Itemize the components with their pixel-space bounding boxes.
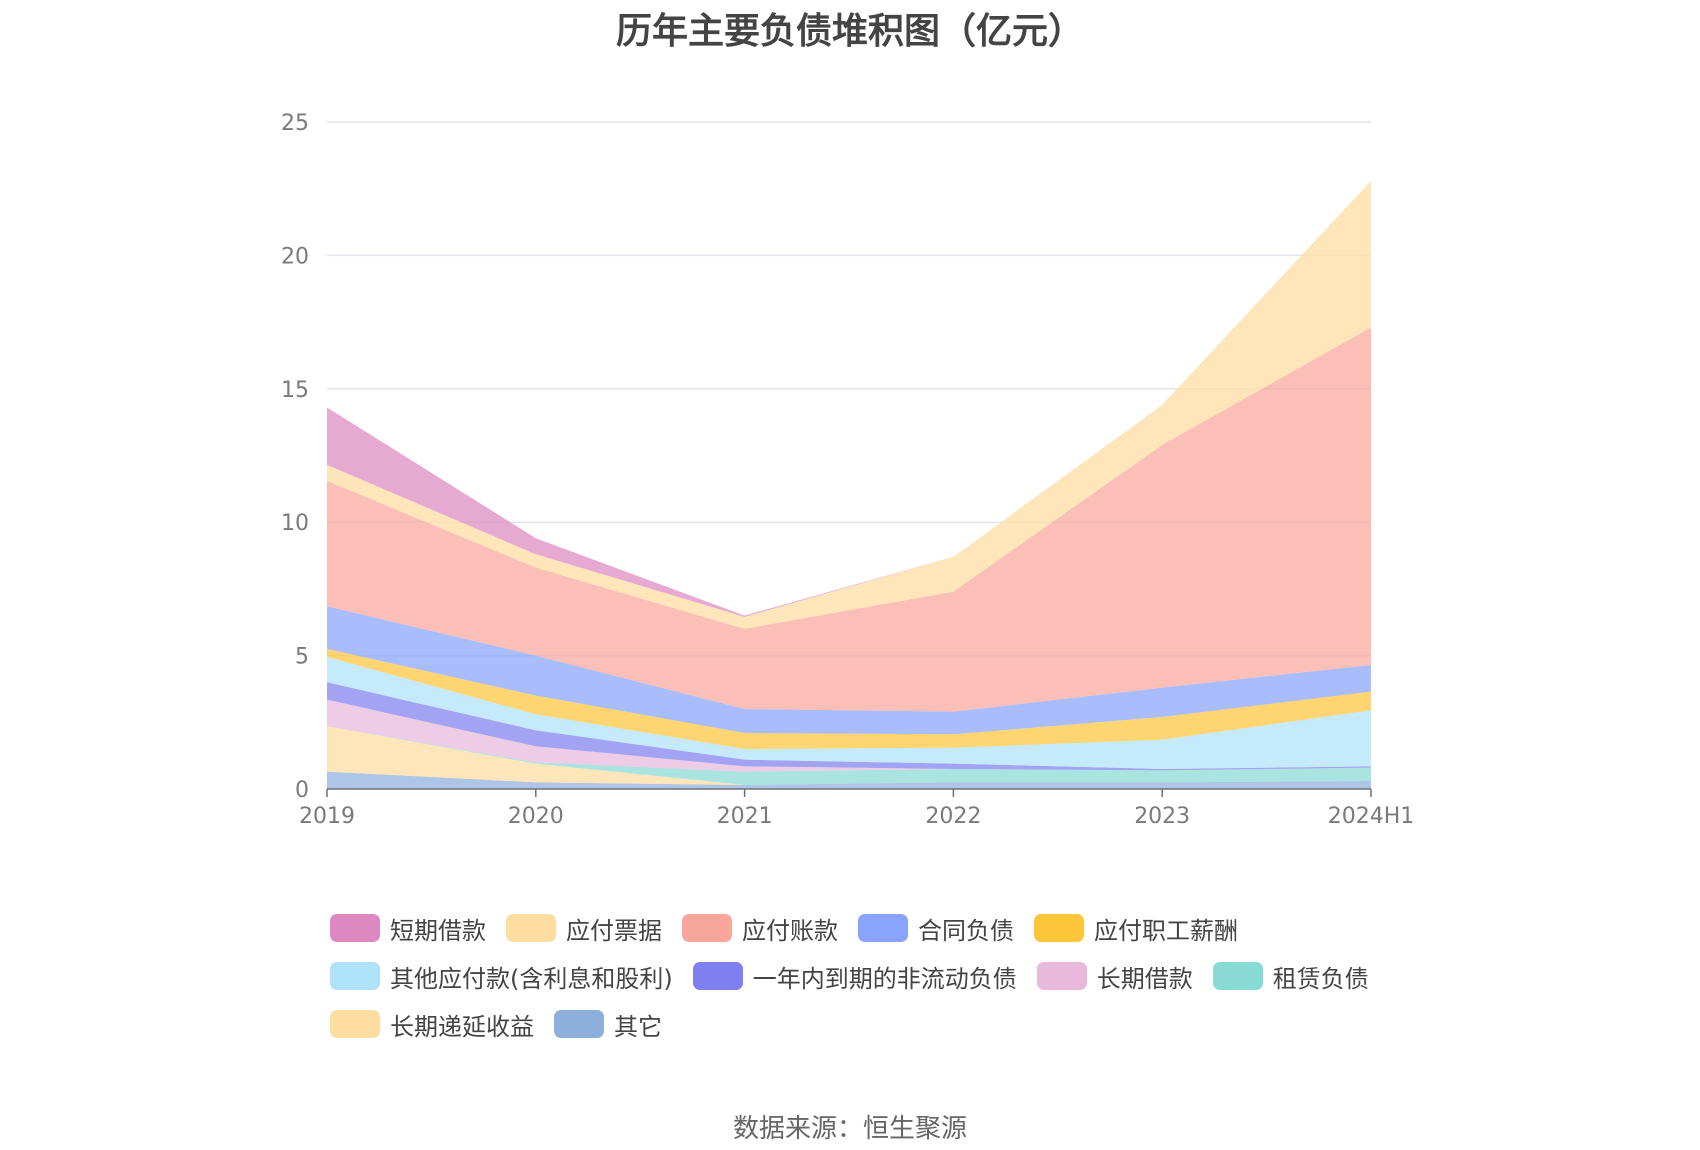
x-tick-label: 2019	[299, 804, 355, 829]
legend-swatch	[330, 914, 380, 942]
area-series	[327, 327, 1371, 712]
legend-label: 短期借款	[390, 916, 486, 945]
legend-label: 其它	[614, 1012, 662, 1041]
legend-swatch	[1036, 962, 1087, 990]
area-series	[327, 682, 1371, 771]
legend-swatch	[1034, 914, 1084, 942]
x-tick-label: 2024H1	[1328, 804, 1415, 829]
x-tick-label: 2022	[925, 804, 981, 829]
y-tick-label: 5	[295, 645, 309, 670]
legend-item[interactable]: 租赁负债	[1212, 959, 1369, 994]
legend-row: 其他应付款(含利息和股利) 一年内到期的非流动负债 长期借款 租赁负债	[330, 952, 1450, 1000]
area-series	[327, 726, 1371, 785]
legend-item[interactable]: 合同负债	[858, 911, 1014, 946]
area-series	[327, 648, 1371, 749]
y-tick-label: 0	[295, 778, 309, 803]
legend-item[interactable]: 应付职工薪酬	[1034, 911, 1238, 946]
legend: 短期借款 应付票据 应付账款 合同负债 应付职工薪酬其他应付款(含利息和股利) 一年内到期…	[330, 904, 1450, 1048]
legend-item[interactable]: 一年内到期的非流动负债	[692, 959, 1017, 994]
area-series	[327, 699, 1371, 772]
legend-swatch	[682, 914, 732, 942]
x-tick-label: 2020	[508, 804, 564, 829]
y-tick-label: 15	[281, 378, 309, 403]
legend-label: 其他应付款(含利息和股利)	[390, 964, 673, 993]
legend-item[interactable]: 其他应付款(含利息和股利)	[330, 959, 673, 994]
axis-layer: 0 5 10 15 20 25 2019 2020 2021 2022 2023 2024H1	[281, 111, 1414, 829]
legend-label: 一年内到期的非流动负债	[752, 964, 1017, 993]
y-tick-label: 20	[281, 244, 309, 269]
legend-item[interactable]: 长期递延收益	[330, 1007, 534, 1042]
x-tick-label: 2021	[717, 804, 773, 829]
legend-label: 长期借款	[1096, 964, 1193, 993]
legend-label: 应付职工薪酬	[1094, 916, 1238, 945]
area-series	[327, 771, 1371, 789]
legend-label: 合同负债	[918, 916, 1014, 945]
source-note: 数据来源：恒生聚源	[732, 1114, 967, 1144]
legend-row: 短期借款 应付票据 应付账款 合同负债 应付职工薪酬	[330, 904, 1450, 952]
legend-label: 应付票据	[566, 916, 662, 945]
legend-swatch	[506, 914, 556, 942]
legend-label: 长期递延收益	[390, 1012, 534, 1041]
area-series	[327, 606, 1371, 735]
y-tick-label: 25	[281, 111, 309, 136]
legend-label: 应付账款	[742, 916, 838, 945]
chart-title: 历年主要负债堆积图（亿元）	[615, 11, 1084, 52]
legend-label: 租赁负债	[1272, 964, 1369, 993]
legend-swatch	[330, 962, 380, 990]
x-tick-label: 2023	[1134, 804, 1190, 829]
legend-swatch	[554, 1010, 604, 1038]
legend-swatch	[330, 1010, 380, 1038]
area-layer	[327, 180, 1371, 789]
legend-swatch	[1212, 962, 1263, 990]
area-series	[327, 726, 1371, 785]
area-series	[327, 656, 1371, 769]
legend-swatch	[692, 962, 743, 990]
legend-item[interactable]: 短期借款	[330, 911, 486, 946]
legend-item[interactable]: 应付账款	[682, 911, 838, 946]
legend-row: 长期递延收益 其它	[330, 1000, 1450, 1048]
legend-swatch	[858, 914, 908, 942]
y-tick-label: 10	[281, 511, 309, 536]
legend-item[interactable]: 长期借款	[1036, 959, 1193, 994]
legend-item[interactable]: 应付票据	[506, 911, 662, 946]
legend-item[interactable]: 其它	[554, 1007, 662, 1042]
